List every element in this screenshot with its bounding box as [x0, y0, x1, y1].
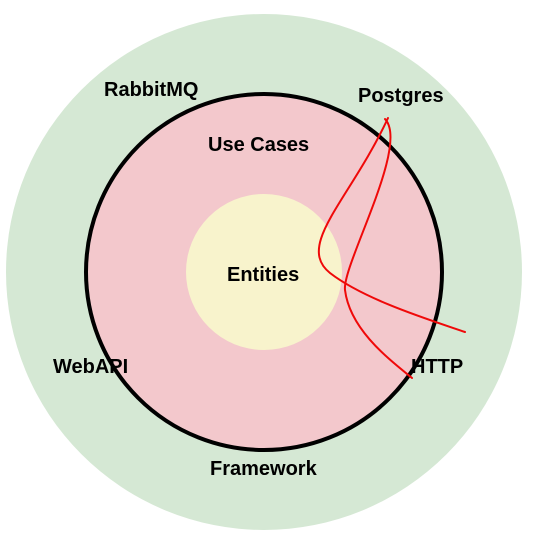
wechat-icon [418, 508, 438, 528]
watermark-text: AlwaysBeta [443, 510, 516, 526]
label-rabbitmq: RabbitMQ [104, 79, 198, 102]
watermark: AlwaysBeta [418, 508, 516, 528]
label-entities: Entities [227, 264, 299, 287]
label-postgres: Postgres [358, 85, 444, 108]
label-webapi: WebAPI [53, 356, 128, 379]
label-http: HTTP [411, 356, 463, 379]
label-usecases: Use Cases [208, 134, 309, 157]
label-framework: Framework [210, 458, 317, 481]
